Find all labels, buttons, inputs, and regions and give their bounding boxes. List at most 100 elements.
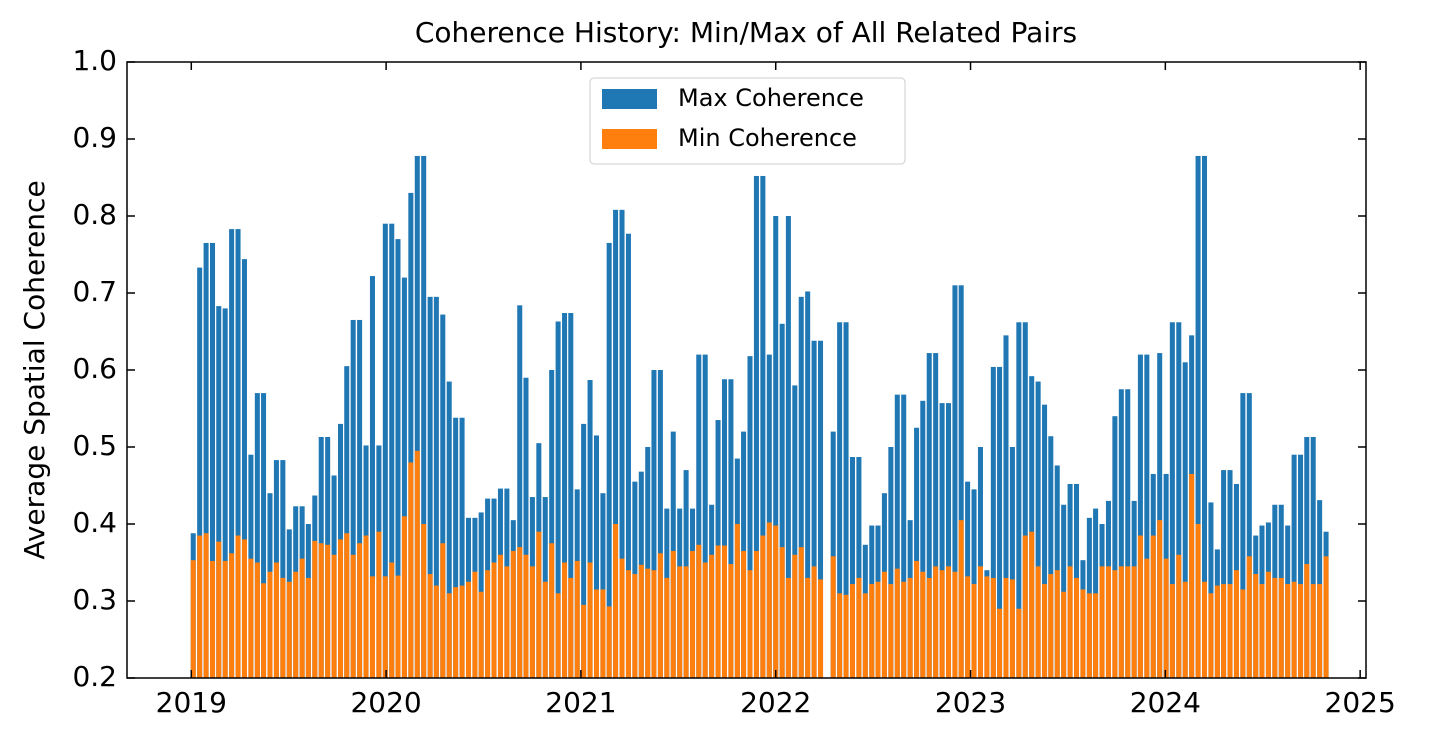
bar bbox=[1080, 589, 1086, 678]
bar bbox=[549, 370, 555, 678]
bar bbox=[677, 566, 683, 678]
bar bbox=[1112, 416, 1118, 678]
bar bbox=[1093, 593, 1099, 678]
bar bbox=[1253, 574, 1259, 678]
bar bbox=[1272, 577, 1278, 678]
bar bbox=[1035, 381, 1041, 678]
bar bbox=[536, 531, 542, 678]
bar bbox=[1061, 591, 1067, 678]
bar bbox=[933, 566, 939, 678]
bar bbox=[1003, 335, 1009, 678]
bar bbox=[1016, 322, 1022, 678]
bar bbox=[619, 209, 625, 678]
bar bbox=[613, 524, 619, 678]
bar bbox=[222, 560, 228, 678]
bar bbox=[1259, 584, 1265, 678]
bar bbox=[1048, 574, 1054, 678]
bar bbox=[593, 435, 600, 678]
bar bbox=[1208, 502, 1214, 678]
bar bbox=[843, 594, 849, 678]
bar bbox=[581, 423, 587, 678]
bar bbox=[273, 562, 279, 678]
bar bbox=[363, 535, 369, 678]
bar bbox=[1310, 436, 1316, 678]
y-tick-label: 0.9 bbox=[72, 121, 117, 154]
bar bbox=[1298, 584, 1304, 678]
bar bbox=[248, 558, 254, 678]
bar bbox=[190, 560, 196, 678]
bar bbox=[901, 394, 907, 678]
bar bbox=[523, 377, 529, 678]
bar bbox=[1227, 470, 1233, 678]
bar bbox=[1304, 436, 1310, 678]
bar bbox=[952, 285, 958, 678]
x-tick-label: 2022 bbox=[740, 686, 811, 719]
bar bbox=[414, 155, 420, 678]
bar bbox=[728, 379, 734, 678]
bar bbox=[1054, 570, 1060, 678]
bar bbox=[517, 305, 523, 678]
bar bbox=[849, 584, 855, 678]
bar bbox=[798, 296, 804, 678]
bar bbox=[210, 560, 216, 678]
bar bbox=[600, 589, 606, 678]
bar bbox=[625, 233, 631, 678]
bar bbox=[1265, 571, 1271, 678]
bar bbox=[369, 576, 375, 678]
bar bbox=[325, 544, 331, 678]
bar bbox=[440, 543, 446, 678]
bar bbox=[510, 550, 516, 678]
bar bbox=[485, 570, 491, 678]
bar bbox=[1176, 554, 1182, 678]
bar bbox=[894, 568, 900, 678]
bar bbox=[958, 520, 964, 678]
bar bbox=[1137, 354, 1143, 678]
bar bbox=[299, 558, 305, 678]
bar bbox=[715, 545, 721, 678]
bar bbox=[709, 554, 715, 678]
bar bbox=[984, 576, 990, 678]
chart-title: Coherence History: Min/Max of All Relate… bbox=[415, 16, 1077, 49]
bar bbox=[427, 296, 433, 678]
bar bbox=[1022, 535, 1028, 678]
bar bbox=[721, 545, 727, 678]
bar bbox=[1042, 404, 1048, 678]
y-tick-label: 0.2 bbox=[72, 660, 117, 693]
bar bbox=[721, 379, 727, 678]
bar bbox=[1189, 473, 1195, 678]
bar bbox=[1042, 584, 1048, 678]
bar bbox=[1074, 577, 1080, 678]
bar bbox=[562, 562, 568, 678]
bar bbox=[421, 524, 427, 678]
bar bbox=[421, 155, 427, 678]
bar bbox=[1067, 566, 1073, 678]
bars bbox=[190, 155, 1329, 678]
bar bbox=[1278, 577, 1284, 678]
bar bbox=[344, 366, 350, 678]
bar bbox=[657, 553, 663, 678]
bar bbox=[555, 321, 561, 678]
bar bbox=[779, 323, 785, 678]
bar bbox=[286, 581, 292, 678]
y-tick-label: 0.3 bbox=[72, 583, 117, 616]
bar bbox=[350, 319, 356, 678]
bar bbox=[1291, 454, 1297, 678]
bar bbox=[401, 516, 407, 678]
bar bbox=[702, 354, 708, 678]
bar bbox=[760, 175, 766, 678]
bar bbox=[920, 571, 926, 678]
bar bbox=[517, 547, 523, 678]
bar bbox=[1009, 447, 1015, 678]
bar bbox=[465, 581, 472, 678]
bar bbox=[433, 296, 439, 678]
bar bbox=[798, 547, 804, 678]
bar bbox=[651, 370, 657, 678]
bar bbox=[1048, 436, 1054, 678]
bar bbox=[683, 566, 689, 678]
bar bbox=[977, 566, 983, 678]
bar bbox=[408, 462, 414, 678]
bar bbox=[414, 450, 420, 678]
bar bbox=[766, 354, 772, 678]
y-tick-label: 0.7 bbox=[72, 275, 117, 308]
x-tick-label: 2020 bbox=[350, 686, 421, 719]
